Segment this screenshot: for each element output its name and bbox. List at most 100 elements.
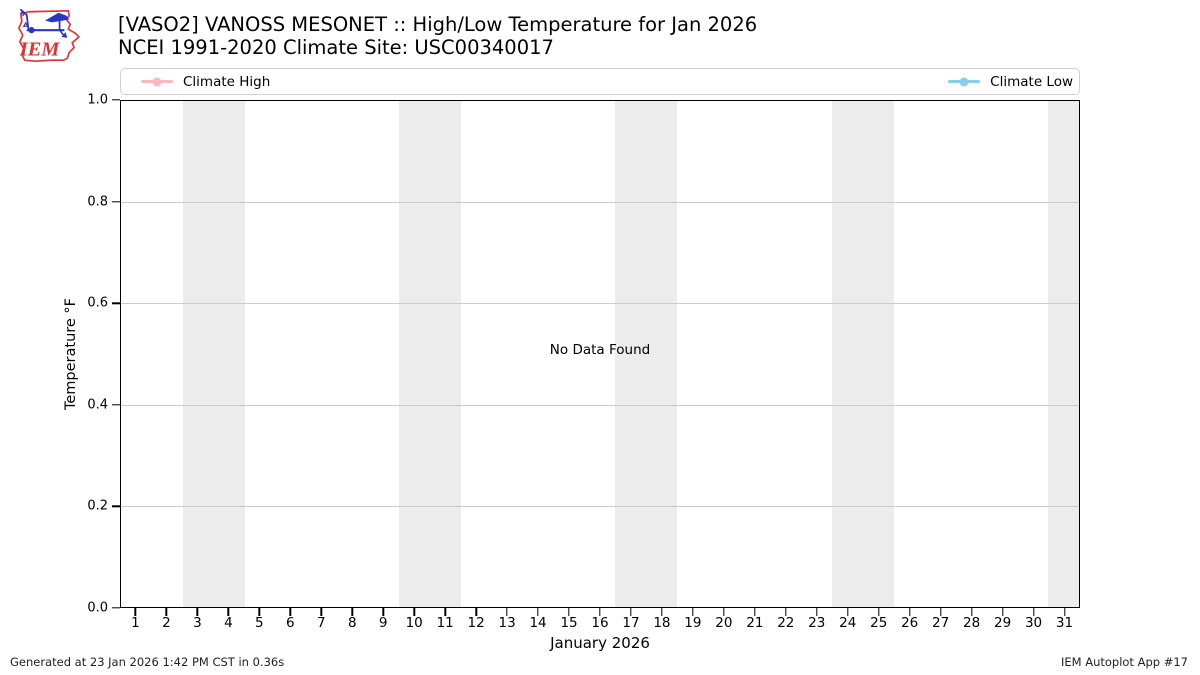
x-tick-mark <box>537 608 539 616</box>
x-tick-label: 28 <box>963 615 981 631</box>
x-tick-label: 16 <box>591 615 609 631</box>
y-tick-mark <box>112 505 120 508</box>
x-tick-label: 8 <box>347 615 357 631</box>
weekend-band <box>1048 101 1079 607</box>
x-tick-label: 7 <box>316 615 326 631</box>
x-tick-mark <box>444 608 446 616</box>
app-credit: IEM Autoplot App #17 <box>1060 655 1188 669</box>
y-tick-mark <box>112 200 120 203</box>
x-tick-label: 13 <box>498 615 516 631</box>
weekend-band <box>615 101 678 607</box>
weekend-band <box>831 101 894 607</box>
x-tick-mark <box>1063 608 1066 616</box>
y-axis-tick-labels: 0.0 0.2 0.4 0.6 0.8 1.0 <box>0 93 108 616</box>
x-tick-mark <box>506 608 508 616</box>
y-tick-label: 1.0 <box>87 92 108 108</box>
x-tick-label: 14 <box>529 615 547 631</box>
x-tick-mark <box>816 608 818 616</box>
grid-line <box>121 202 1079 204</box>
x-axis-title: January 2026 <box>550 634 650 652</box>
x-tick-label: 2 <box>162 615 171 631</box>
x-tick-mark <box>475 608 477 616</box>
x-tick-mark <box>878 608 880 616</box>
x-tick-mark <box>289 608 292 616</box>
x-tick-label: 11 <box>436 615 454 631</box>
x-tick-mark <box>258 608 261 616</box>
x-tick-label: 15 <box>560 615 578 631</box>
x-tick-label: 27 <box>932 615 950 631</box>
x-tick-label: 1 <box>131 615 140 631</box>
y-tick-label: 0.0 <box>87 600 108 616</box>
legend-label: Climate Low <box>990 73 1073 90</box>
plot-area: No Data Found <box>120 100 1080 608</box>
weekend-band <box>399 101 461 607</box>
logo-text: IEM <box>19 38 60 60</box>
x-tick-mark <box>847 608 849 616</box>
chart-title: [VASO2] VANOSS MESONET :: High/Low Tempe… <box>118 13 758 36</box>
y-tick-label: 0.6 <box>87 295 108 311</box>
y-tick-mark <box>112 99 120 101</box>
x-tick-label: 12 <box>467 615 485 631</box>
x-tick-label: 22 <box>777 615 795 631</box>
legend-label: Climate High <box>183 73 271 90</box>
climate-low-marker-icon <box>948 76 981 87</box>
x-tick-mark <box>785 608 787 616</box>
grid-line <box>121 404 1079 406</box>
chart-subtitle: NCEI 1991-2020 Climate Site: USC00340017 <box>118 36 554 59</box>
legend-item-climate-low: Climate Low <box>948 74 1073 90</box>
x-tick-mark <box>599 608 601 616</box>
y-tick-mark <box>112 302 120 304</box>
x-tick-label: 20 <box>715 615 733 631</box>
x-tick-label: 29 <box>993 615 1012 631</box>
x-tick-mark <box>970 608 973 616</box>
x-tick-mark <box>661 608 663 616</box>
x-tick-label: 19 <box>684 615 702 631</box>
x-tick-label: 31 <box>1055 615 1074 631</box>
x-tick-mark <box>1032 608 1035 616</box>
x-tick-label: 10 <box>405 615 423 631</box>
y-tick-mark <box>112 404 120 406</box>
x-axis-ticks <box>120 608 1080 616</box>
y-tick-label: 0.8 <box>87 194 108 210</box>
legend: Climate High Climate Low <box>120 68 1080 95</box>
x-tick-mark <box>196 608 199 616</box>
x-tick-label: 6 <box>286 615 295 631</box>
x-tick-label: 3 <box>193 615 202 631</box>
x-tick-label: 9 <box>378 615 388 631</box>
gridlines <box>121 101 1079 607</box>
weekend-band <box>182 101 245 607</box>
x-tick-mark <box>382 608 384 616</box>
x-tick-label: 4 <box>224 615 233 631</box>
x-tick-mark <box>413 608 415 616</box>
x-tick-label: 23 <box>808 615 826 631</box>
y-tick-label: 0.2 <box>87 498 108 514</box>
x-tick-mark <box>134 608 137 616</box>
grid-line <box>121 505 1079 507</box>
x-tick-mark <box>723 608 725 616</box>
x-tick-mark <box>630 608 632 616</box>
title-block: [VASO2] VANOSS MESONET :: High/Low Tempe… <box>118 13 757 59</box>
x-tick-label: 25 <box>870 615 888 631</box>
weekend-bands <box>121 101 1079 607</box>
weathervane-icon <box>19 8 70 38</box>
x-tick-label: 21 <box>746 615 764 631</box>
x-tick-label: 30 <box>1024 615 1043 631</box>
x-tick-mark <box>939 608 942 616</box>
iem-logo: IEM <box>18 8 80 62</box>
grid-line <box>121 303 1079 305</box>
x-tick-mark <box>568 608 570 616</box>
x-tick-mark <box>1001 608 1004 616</box>
generated-timestamp: Generated at 23 Jan 2026 1:42 PM CST in … <box>10 655 285 669</box>
y-axis-ticks <box>112 99 120 609</box>
y-tick-mark <box>112 607 120 609</box>
no-data-message: No Data Found <box>549 341 651 358</box>
x-tick-mark <box>351 608 353 616</box>
x-tick-label: 18 <box>653 615 671 631</box>
legend-item-climate-high: Climate High <box>141 74 270 90</box>
x-tick-label: 26 <box>901 615 919 631</box>
x-tick-mark <box>908 608 911 616</box>
y-tick-label: 0.4 <box>87 397 108 413</box>
x-tick-label: 17 <box>622 615 640 631</box>
y-axis-title: Temperature °F <box>63 297 79 411</box>
